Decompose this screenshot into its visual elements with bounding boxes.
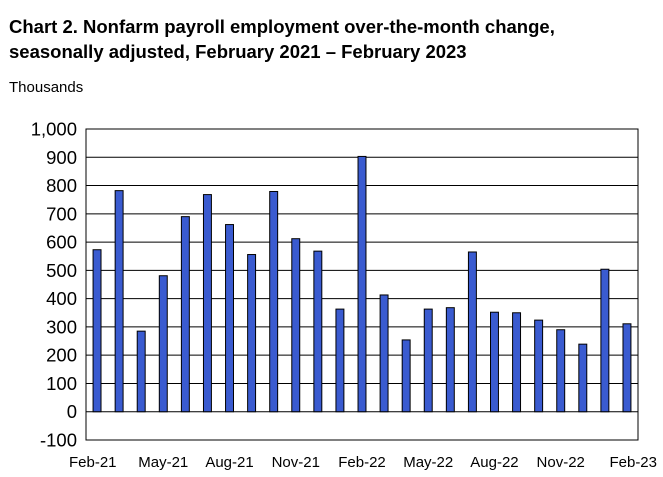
y-tick-label: 600 bbox=[46, 232, 77, 253]
y-tick-label: 0 bbox=[67, 401, 77, 422]
bar bbox=[158, 275, 168, 413]
y-tick-label: 900 bbox=[46, 147, 77, 168]
y-tick-label: 1,000 bbox=[31, 119, 77, 140]
x-tick-labels: Feb-21 May-21 Aug-21 Nov-21 Feb-22 May-22 Aug-… bbox=[69, 454, 657, 471]
bar bbox=[467, 251, 477, 413]
x-tick-label: Aug-22 bbox=[470, 454, 518, 471]
bar bbox=[291, 238, 301, 413]
chart-title: Chart 2. Nonfarm payroll employment over… bbox=[9, 16, 555, 62]
x-tick-label: Feb-22 bbox=[338, 454, 386, 471]
y-tick-label: 800 bbox=[46, 175, 77, 196]
bar bbox=[202, 194, 212, 413]
y-tick-label: 300 bbox=[46, 316, 77, 337]
bar bbox=[534, 319, 544, 413]
y-axis-unit-label: Thousands bbox=[9, 79, 84, 96]
bar bbox=[136, 330, 146, 413]
bar bbox=[114, 190, 124, 413]
x-tick-label: Feb-23 bbox=[609, 454, 657, 471]
x-tick-label: Feb-21 bbox=[69, 454, 117, 471]
bar bbox=[180, 216, 190, 413]
bar bbox=[225, 224, 234, 413]
bar bbox=[600, 268, 610, 413]
bar bbox=[313, 250, 323, 413]
bar bbox=[490, 311, 499, 413]
bar bbox=[556, 329, 566, 413]
y-tick-label: 400 bbox=[46, 288, 77, 309]
y-tick-label: -100 bbox=[40, 430, 77, 451]
x-tick-label: Nov-21 bbox=[272, 454, 320, 471]
bar bbox=[357, 155, 367, 413]
bar bbox=[445, 307, 455, 413]
bar bbox=[379, 294, 389, 413]
y-tick-labels: -100 0 100 200 300 400 500 600 700 800 900 1,000 bbox=[31, 119, 77, 451]
bar bbox=[335, 308, 345, 413]
x-tick-label: Nov-22 bbox=[537, 454, 585, 471]
bar bbox=[269, 190, 279, 413]
bar bbox=[622, 323, 632, 413]
bars bbox=[92, 155, 632, 413]
y-tick-label: 500 bbox=[46, 260, 77, 281]
bar bbox=[247, 254, 257, 413]
x-tick-label: May-21 bbox=[138, 454, 188, 471]
bar bbox=[423, 308, 433, 413]
y-tick-label: 200 bbox=[46, 345, 77, 366]
y-tick-label: 100 bbox=[46, 373, 77, 394]
bar bbox=[401, 339, 411, 413]
bar bbox=[512, 312, 522, 413]
bar bbox=[92, 249, 102, 413]
plot-area-border bbox=[85, 128, 639, 441]
x-tick-label: Aug-21 bbox=[205, 454, 253, 471]
x-tick-label: May-22 bbox=[403, 454, 453, 471]
bar bbox=[578, 343, 588, 413]
y-tick-label: 700 bbox=[46, 203, 77, 224]
